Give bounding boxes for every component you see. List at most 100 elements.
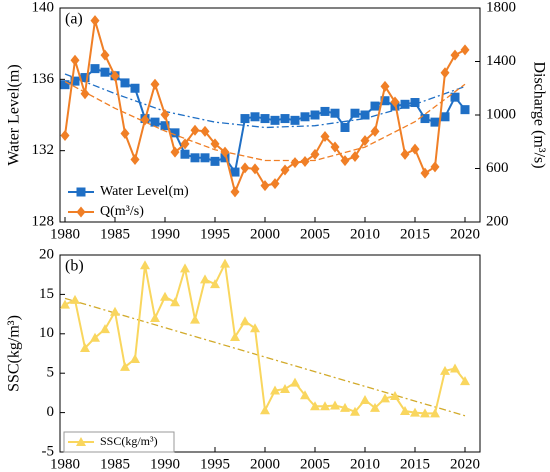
marker	[110, 70, 120, 82]
marker	[460, 44, 470, 56]
marker	[80, 342, 90, 352]
marker	[260, 114, 270, 124]
legend-label: Water Level(m)	[100, 184, 189, 199]
marker	[280, 164, 290, 176]
y-tick-label: 0	[47, 404, 55, 420]
marker	[160, 121, 170, 131]
marker	[200, 153, 210, 163]
marker	[310, 148, 320, 160]
marker	[230, 186, 240, 198]
marker	[450, 363, 460, 373]
marker	[420, 114, 430, 124]
legend-label: SSC(kg/m³)	[100, 434, 158, 448]
marker	[100, 49, 110, 61]
plot-frame	[59, 254, 481, 453]
marker	[320, 401, 330, 411]
y2-tick-label: 1000	[486, 106, 516, 122]
marker	[360, 135, 370, 147]
marker	[450, 92, 460, 102]
y2-axis-label: Discharge (m³/s)	[530, 61, 547, 168]
y2-tick-label: 1400	[486, 53, 516, 69]
marker	[320, 131, 330, 143]
marker	[210, 156, 220, 166]
marker	[410, 98, 420, 108]
marker	[440, 67, 450, 79]
marker	[370, 101, 380, 111]
y-tick-label: 140	[32, 0, 55, 15]
marker	[440, 112, 450, 122]
marker	[430, 117, 440, 127]
x-tick-label: 1985	[100, 226, 130, 242]
marker	[80, 73, 90, 83]
marker	[150, 78, 160, 90]
marker	[460, 376, 470, 386]
marker	[380, 80, 390, 92]
marker	[420, 167, 430, 179]
marker	[60, 299, 70, 309]
x-tick-label: 2000	[250, 226, 280, 242]
marker	[190, 314, 200, 324]
x-tick-label: 1980	[50, 456, 80, 472]
x-tick-label: 1985	[100, 456, 130, 472]
marker	[390, 391, 400, 401]
marker	[450, 49, 460, 61]
marker	[400, 406, 410, 416]
x-tick-label: 1990	[150, 226, 180, 242]
y-tick-label: 20	[39, 246, 54, 262]
trend-line	[64, 73, 466, 129]
series-line	[64, 260, 466, 415]
marker	[200, 274, 210, 284]
marker	[300, 112, 310, 122]
marker	[70, 76, 80, 86]
marker	[190, 153, 200, 163]
y-tick-label: 132	[32, 142, 55, 158]
marker	[170, 128, 180, 138]
marker	[370, 402, 380, 412]
marker	[180, 149, 190, 159]
y-tick-label: 128	[32, 213, 55, 229]
x-tick-label: 2005	[300, 456, 330, 472]
marker	[380, 96, 390, 106]
marker	[290, 115, 300, 125]
marker	[80, 88, 90, 100]
marker	[90, 332, 100, 342]
panel-label: (b)	[65, 258, 84, 275]
x-tick-label: 2010	[350, 226, 380, 242]
marker	[120, 361, 130, 371]
marker	[200, 125, 210, 137]
marker	[220, 258, 230, 268]
marker	[110, 306, 120, 316]
marker	[290, 377, 300, 387]
x-tick-label: 1990	[150, 456, 180, 472]
marker	[220, 153, 230, 163]
marker	[160, 291, 170, 301]
marker	[330, 400, 340, 410]
x-tick-label: 2000	[250, 456, 280, 472]
y2-tick-label: 600	[486, 160, 509, 176]
marker	[250, 323, 260, 333]
marker	[240, 114, 250, 124]
marker	[70, 294, 80, 304]
marker	[310, 110, 320, 120]
marker	[370, 125, 380, 137]
marker	[76, 206, 86, 218]
marker	[410, 407, 420, 417]
x-tick-label: 2015	[400, 456, 430, 472]
marker	[240, 316, 250, 326]
marker	[270, 178, 280, 190]
marker	[260, 180, 270, 192]
marker	[260, 405, 270, 415]
y2-tick-label: 200	[486, 213, 509, 229]
legend-box	[63, 431, 175, 453]
marker	[210, 279, 220, 289]
marker	[270, 385, 280, 395]
marker	[150, 117, 160, 127]
x-tick-label: 2015	[400, 226, 430, 242]
trend-line	[64, 297, 466, 417]
marker	[130, 354, 140, 364]
marker	[330, 141, 340, 153]
y-axis-label: Water Level(m)	[6, 64, 23, 165]
marker	[190, 124, 200, 136]
marker	[340, 402, 350, 412]
marker	[170, 297, 180, 307]
